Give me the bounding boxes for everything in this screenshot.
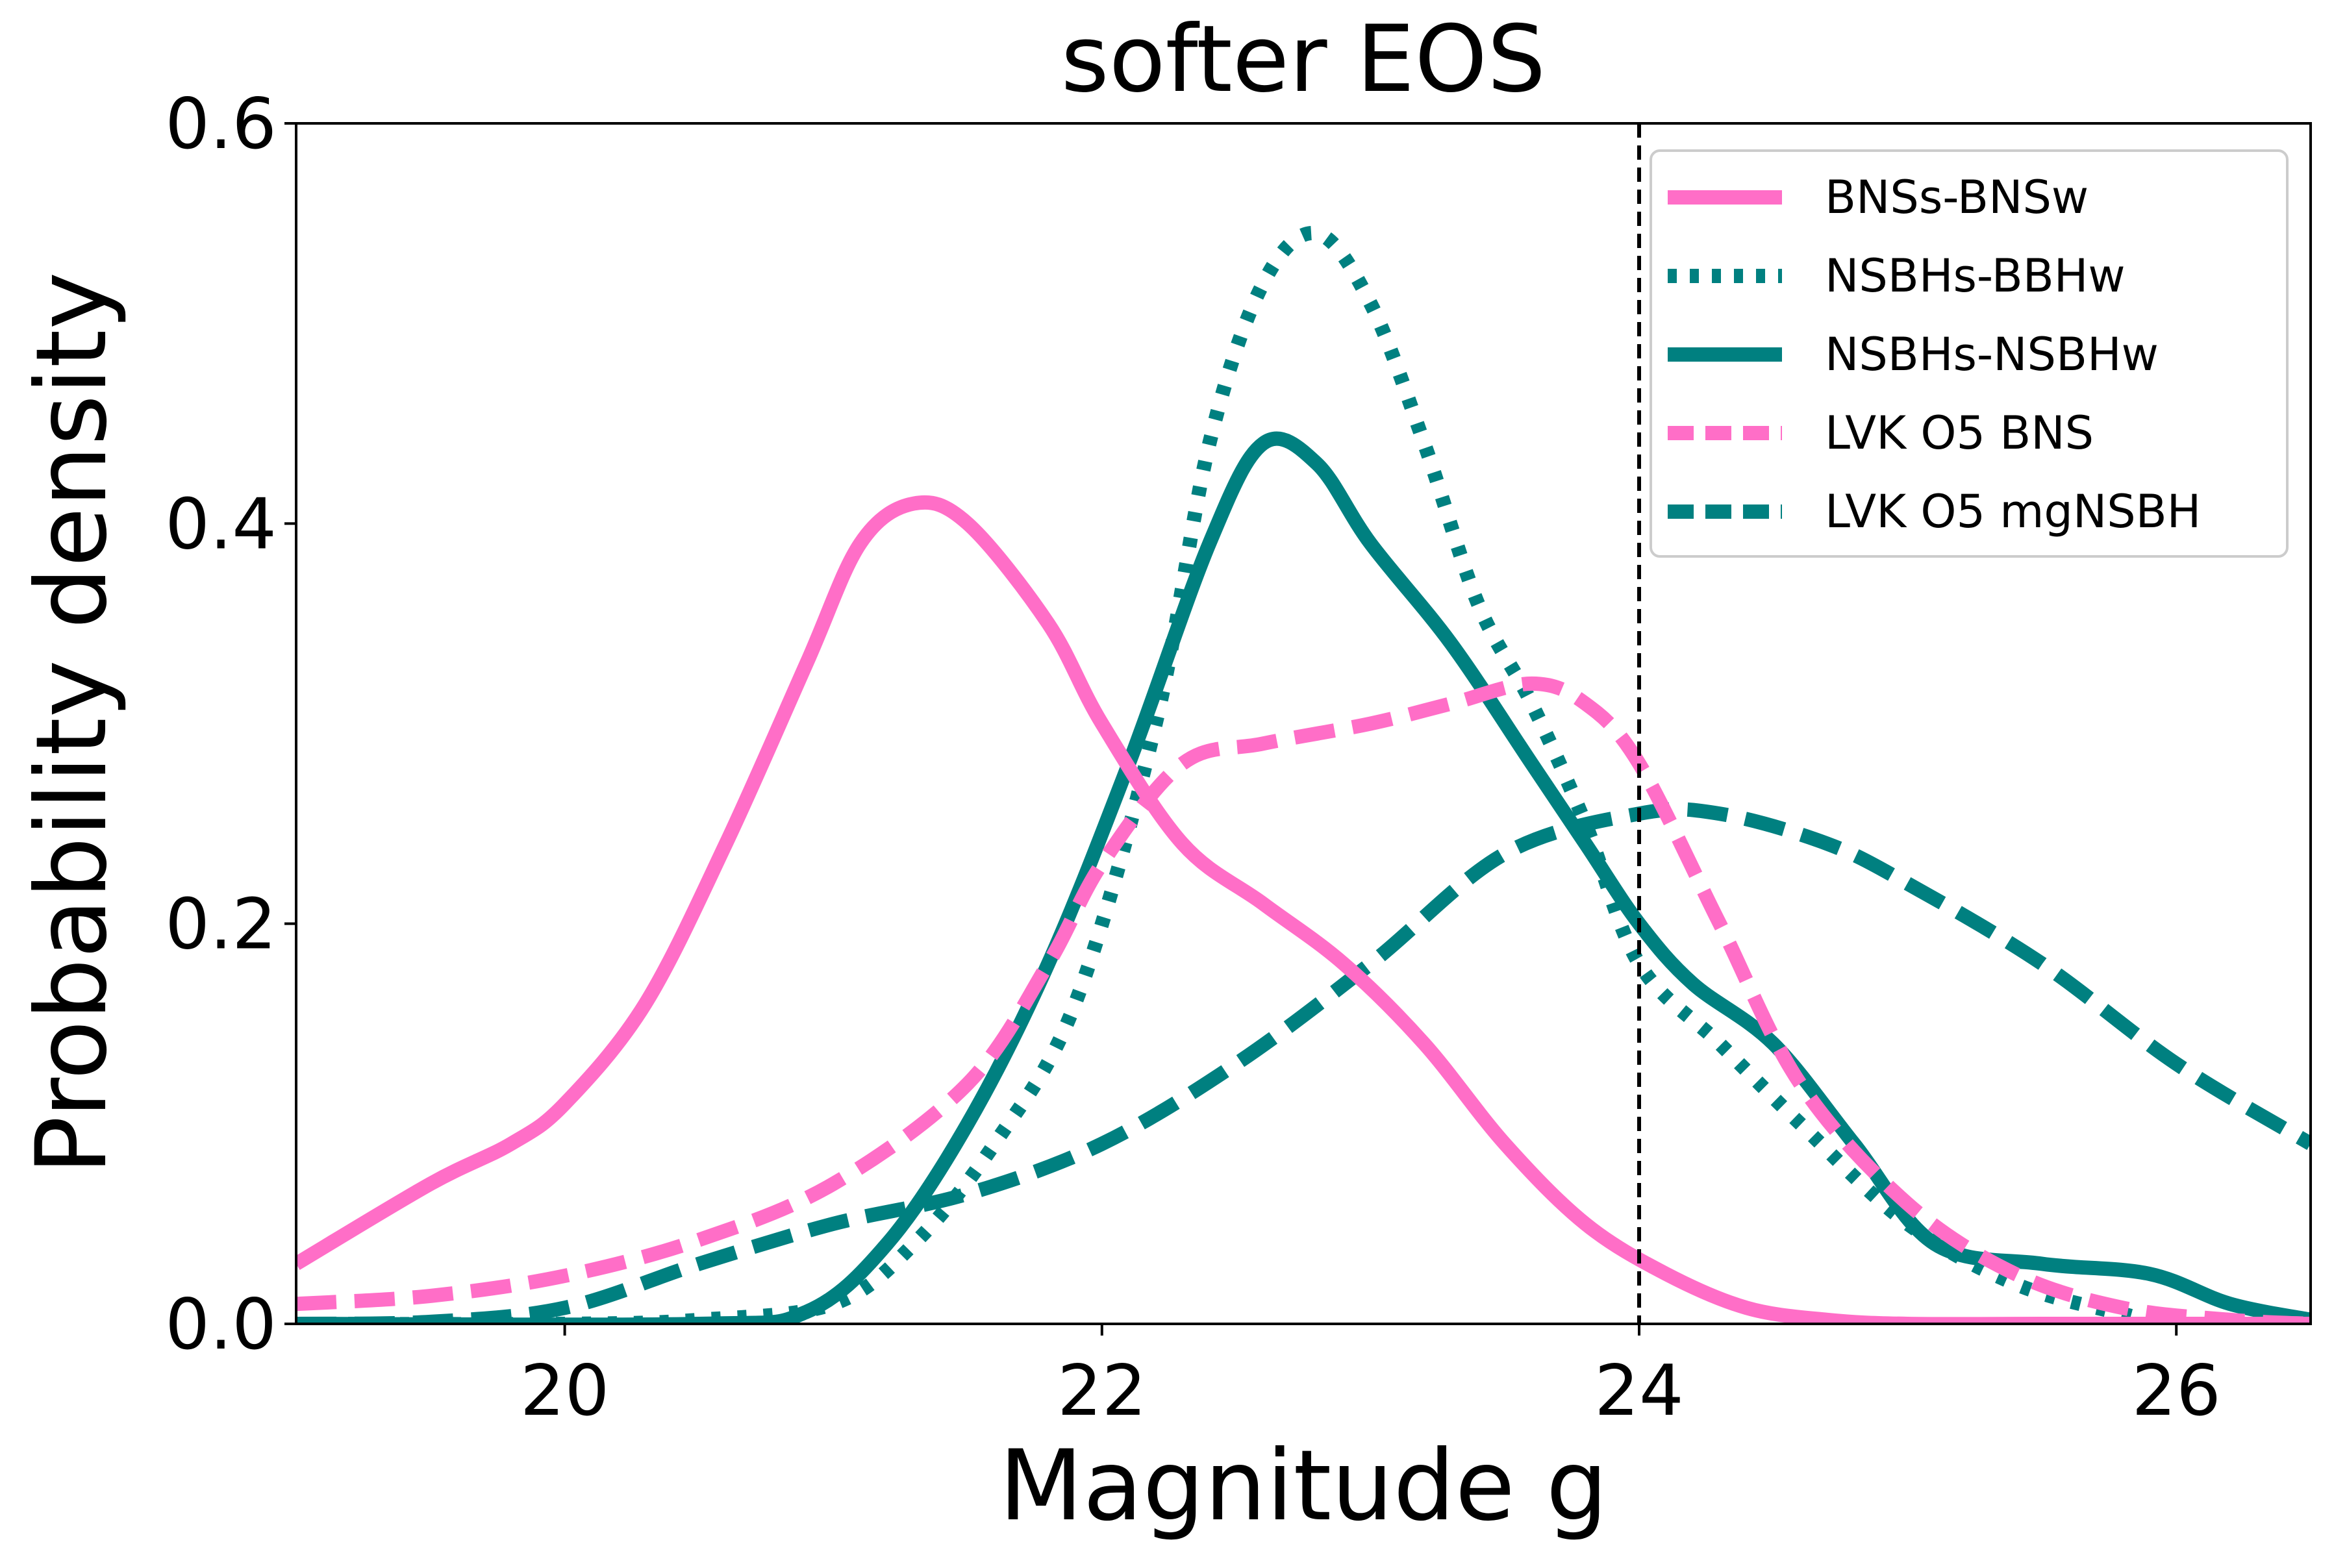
series-lvk-o5-bns bbox=[296, 676, 2311, 1324]
legend-label: NSBHs-NSBHw bbox=[1825, 328, 2159, 381]
legend-label: LVK O5 BNS bbox=[1825, 406, 2094, 460]
series-nsbhs-bbhw bbox=[296, 225, 2311, 1324]
y-tick-label: 0.4 bbox=[165, 484, 277, 565]
series-lvk-o5-mgnsbh bbox=[296, 802, 2311, 1324]
legend-label: NSBHs-BBHw bbox=[1825, 249, 2126, 303]
legend-label: LVK O5 mgNSBH bbox=[1825, 485, 2201, 538]
series-bnss-bnsw bbox=[296, 495, 2311, 1324]
x-tick-label: 24 bbox=[1594, 1350, 1683, 1432]
plot-frame bbox=[295, 122, 2312, 1325]
legend: BNSs-BNSw NSBHs-BBHw NSBHs-NSBHw LVK O5 BNS… bbox=[1650, 149, 2289, 558]
chart-title: softer EOS bbox=[1061, 6, 1546, 113]
legend-frame bbox=[1650, 149, 2289, 558]
series-nsbhs-nsbhw bbox=[296, 431, 2311, 1324]
y-axis-label: Probability density bbox=[16, 272, 129, 1175]
y-tick-label: 0.6 bbox=[165, 84, 277, 165]
y-tick-label: 0.2 bbox=[165, 884, 277, 965]
x-axis-label: Magnitude g bbox=[999, 1430, 1608, 1543]
y-axis: 0.0 0.2 0.4 0.6 bbox=[165, 84, 296, 1365]
x-tick-label: 22 bbox=[1057, 1350, 1146, 1432]
y-tick-label: 0.0 bbox=[165, 1284, 277, 1365]
x-axis: 20 22 24 26 bbox=[520, 1324, 2221, 1432]
series-layer bbox=[296, 225, 2311, 1324]
x-tick-label: 20 bbox=[520, 1350, 609, 1432]
x-tick-label: 26 bbox=[2131, 1350, 2220, 1432]
legend-label: BNSs-BNSw bbox=[1825, 171, 2089, 224]
